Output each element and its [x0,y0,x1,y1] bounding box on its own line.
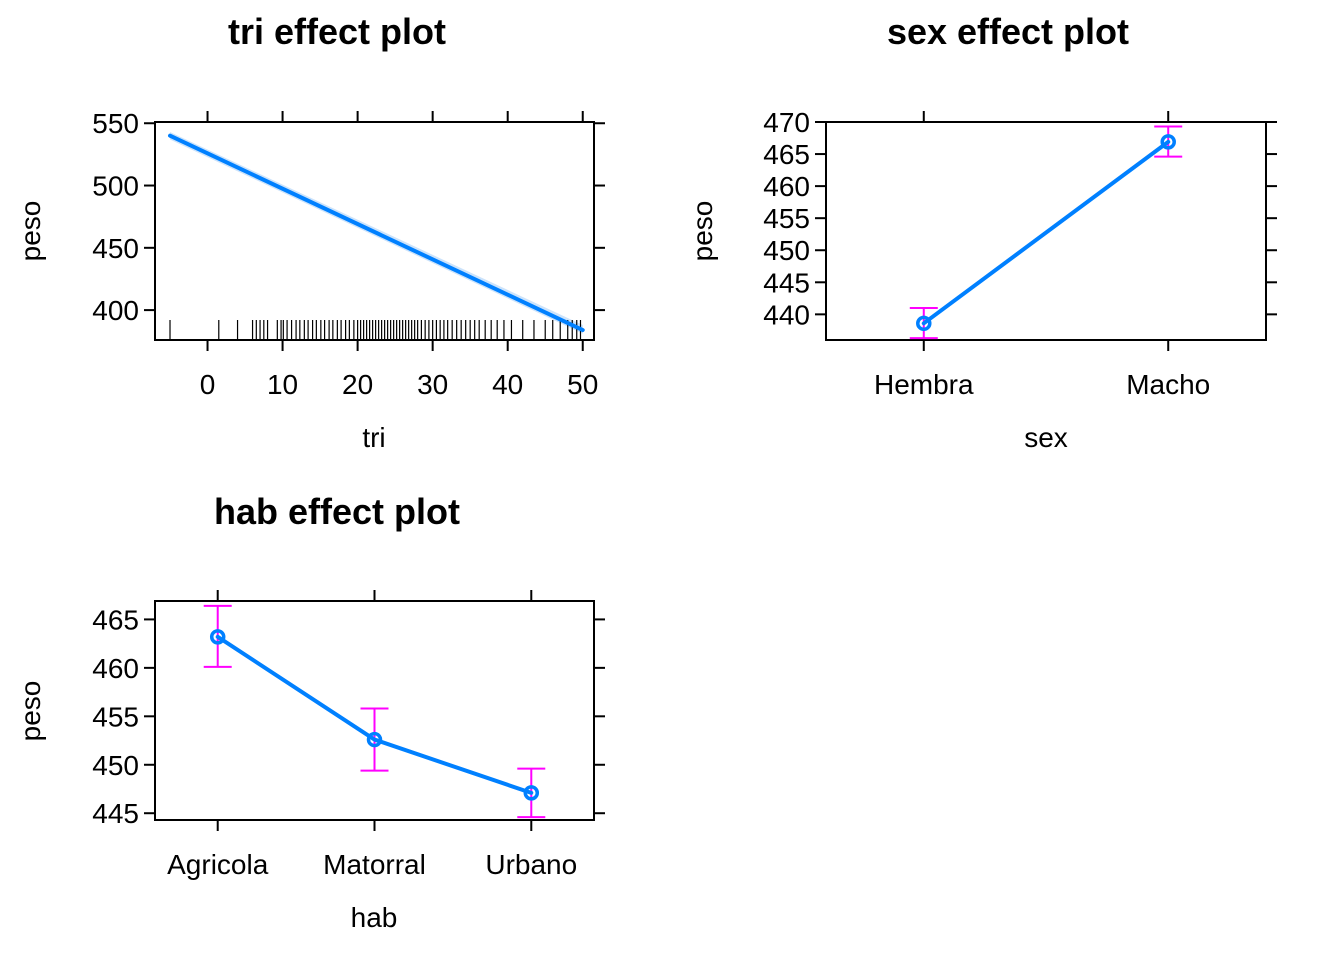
tri-panel-title: tri effect plot [228,11,446,52]
tri-y-tick-label: 450 [92,233,139,264]
tri-x-tick-label: 50 [567,369,598,400]
sex-x-tick-label: Macho [1126,369,1210,400]
sex-effect-point [1160,134,1176,150]
hab-effect-point [209,629,226,645]
hab-x-tick-label: Urbano [485,849,577,880]
tri-x-axis-label: tri [362,422,385,453]
hab-y-tick-label: 460 [92,653,139,684]
hab-x-tick-label: Matorral [323,849,426,880]
sex-y-tick-label: 460 [763,171,810,202]
tri-y-tick-label: 500 [92,171,139,202]
sex-y-tick-label: 470 [763,107,810,138]
hab-y-axis-label: peso [15,681,46,742]
sex-y-axis-label: peso [687,201,718,262]
tri-x-tick-label: 30 [417,369,448,400]
tri-x-tick-label: 10 [267,369,298,400]
sex-effect-panel: sex effect plot sex peso 440445450455460… [687,11,1277,453]
hab-effect-point [366,731,383,748]
tri-y-tick-label: 400 [92,295,139,326]
hab-x-tick-label: Agricola [167,849,269,880]
hab-x-axis-label: hab [351,902,398,933]
hab-y-tick-label: 455 [92,701,139,732]
tri-y-axis-label: peso [15,201,46,262]
sex-y-tick-label: 445 [763,267,810,298]
tri-x-tick-label: 0 [200,369,216,400]
tri-x-tick-label: 20 [342,369,373,400]
sex-y-tick-label: 440 [763,299,810,330]
sex-x-tick-label: Hembra [874,369,974,400]
hab-effect-point [523,785,540,801]
hab-panel-title: hab effect plot [214,491,460,532]
hab-y-tick-label: 465 [92,604,139,635]
tri-y-tick-label: 550 [92,108,139,139]
sex-y-tick-label: 465 [763,139,810,170]
hab-effect-panel: hab effect plot hab peso 445 450 455 460 465… [15,491,605,933]
hab-plot-layer: 445 450 455 460 465 Agricola Matorral Urbano [92,590,605,880]
sex-effect-line [921,139,1171,326]
tri-fit-line [168,133,585,333]
hab-effect-line [215,634,534,795]
hab-y-tick-label: 445 [92,798,139,829]
sex-panel-title: sex effect plot [887,11,1129,52]
tri-plot-layer: 400 450 500 550 0 10 20 30 40 50 [92,108,605,400]
sex-y-tick-label: 455 [763,203,810,234]
tri-effect-panel: tri effect plot tri peso 400 450 500 550 0 10… [15,11,605,453]
sex-plot-frame [825,121,1267,341]
tri-x-tick-label: 40 [492,369,523,400]
sex-y-tick-label: 450 [763,235,810,266]
hab-y-tick-label: 450 [92,750,139,781]
sex-x-axis-label: sex [1024,422,1068,453]
tri-plot-frame [154,121,595,341]
sex-effect-point [916,315,932,332]
